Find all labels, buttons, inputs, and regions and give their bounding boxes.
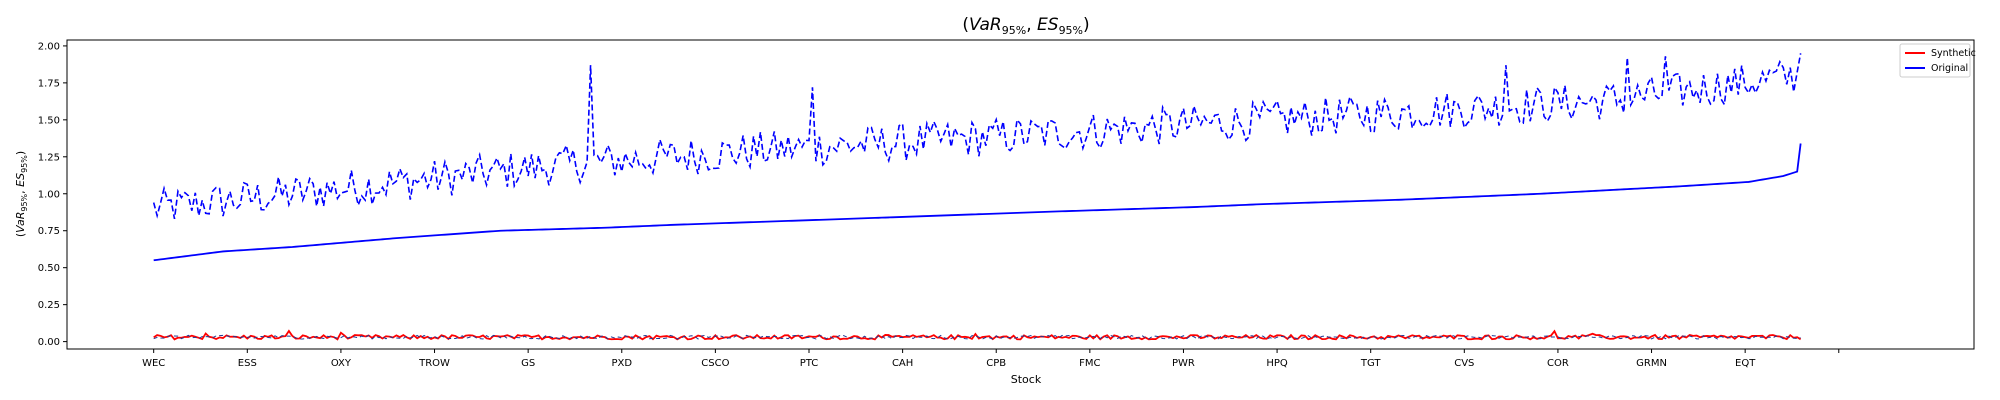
x-axis-ticks: WEC ESS OXY TROW GS PXD CSCO PTC CAH CPB FMC PWR HPQ… — [142, 349, 1840, 369]
series-layer — [152, 53, 1802, 341]
y-tick-label: 1.00 — [38, 189, 60, 200]
x-tick-label: PXD — [611, 358, 632, 369]
x-tick-label: GS — [521, 358, 535, 369]
y-tick-label: 0.00 — [38, 337, 60, 348]
x-tick-label: PTC — [800, 358, 819, 369]
x-tick-label: GRMN — [1636, 358, 1667, 369]
x-tick-label: EQT — [1735, 358, 1756, 369]
x-tick-label: CVS — [1454, 358, 1474, 369]
y-tick-label: 1.50 — [38, 115, 60, 126]
x-tick-label: OXY — [331, 358, 352, 369]
chart-title: (VaR95%, ES95%) — [962, 15, 1089, 37]
x-tick-label: TGT — [1360, 358, 1382, 369]
y-tick-label: 2.00 — [38, 41, 60, 52]
x-tick-label: COR — [1547, 358, 1569, 369]
legend: Synthetic Original — [1899, 43, 1976, 78]
x-axis-label: Stock — [1011, 373, 1042, 386]
x-tick-label: FMC — [1079, 358, 1100, 369]
y-axis-label: (VaR95%, ES95%) — [14, 151, 29, 237]
y-tick-label: 0.75 — [38, 226, 60, 237]
y-tick-label: 1.25 — [38, 152, 60, 163]
x-tick-label: PWR — [1172, 358, 1195, 369]
x-tick-label: CPB — [986, 358, 1006, 369]
x-tick-label: ESS — [238, 358, 257, 369]
y-tick-label: 0.25 — [38, 300, 60, 311]
x-tick-label: CSCO — [701, 358, 729, 369]
x-tick-label: CAH — [892, 358, 913, 369]
series-original-var — [153, 143, 1802, 262]
series-original-es — [152, 53, 1802, 220]
y-axis-ticks: 0.00 0.25 0.50 0.75 1.00 1.25 1.50 1.75 2.00 — [38, 41, 67, 348]
legend-synthetic-label: Synthetic — [1931, 48, 1976, 59]
plot-area — [66, 39, 1975, 350]
x-tick-label: HPQ — [1266, 358, 1288, 369]
legend-original-label: Original — [1931, 63, 1968, 74]
y-tick-label: 0.50 — [38, 263, 60, 274]
series-original-near-zero — [153, 334, 1801, 340]
y-tick-label: 1.75 — [38, 78, 60, 89]
x-tick-label: WEC — [142, 358, 165, 369]
x-tick-label: TROW — [418, 358, 450, 369]
